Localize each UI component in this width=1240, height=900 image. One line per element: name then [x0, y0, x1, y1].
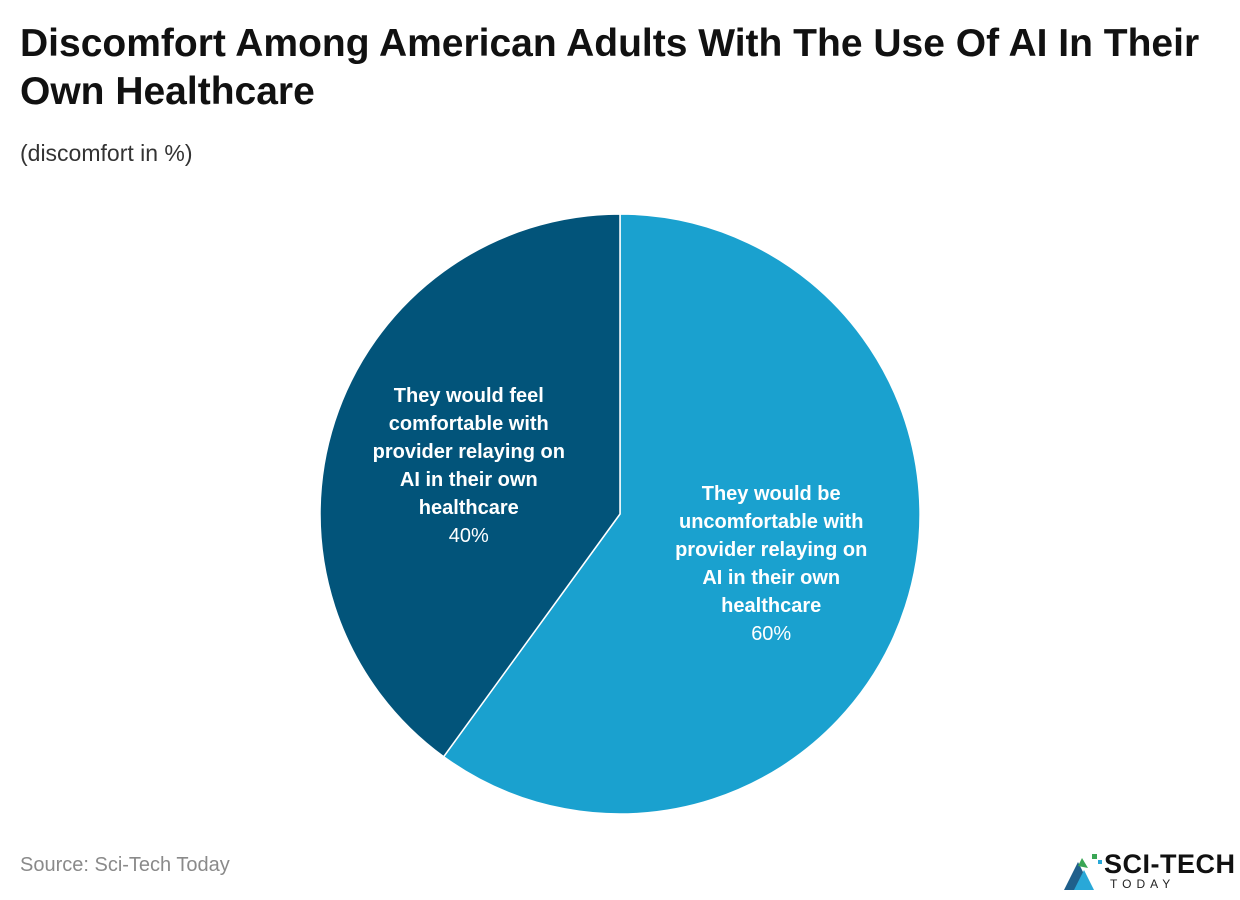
logo-text: SCI-TECH [1104, 849, 1236, 879]
slice-value-label: 60% [751, 623, 791, 645]
slice-label-line: AI in their own [702, 567, 840, 589]
slice-label-line: provider relaying on [675, 539, 867, 561]
pie-slice-60pct [442, 213, 921, 815]
slice-label-line: healthcare [419, 497, 519, 519]
slice-label-line: AI in their own [400, 469, 538, 491]
slice-value-label: 40% [449, 525, 489, 547]
pie-slice-40pct [319, 213, 621, 758]
slice-label-line: They would be [702, 483, 841, 505]
slice-label-line: uncomfortable with [679, 511, 863, 533]
slice-label-line: comfortable with [389, 413, 549, 435]
slice-label-line: They would feel [394, 385, 544, 407]
logo-subtext: TODAY [1110, 877, 1176, 891]
logo-mark-icon [1064, 854, 1102, 890]
slice-label-1: They would feel comfortable with provider … [373, 385, 565, 547]
chart-title: Discomfort Among American Adults With Th… [20, 22, 1200, 113]
source-note: Source: Sci-Tech Today [20, 854, 230, 876]
slice-label-line: healthcare [721, 595, 821, 617]
slice-label-line: provider relaying on [373, 441, 565, 463]
chart-subtitle: (discomfort in %) [20, 140, 193, 166]
slice-label-0: They would be uncomfortable with provider … [675, 483, 867, 645]
sci-tech-today-logo: SCI-TECH TODAY [1062, 848, 1238, 894]
